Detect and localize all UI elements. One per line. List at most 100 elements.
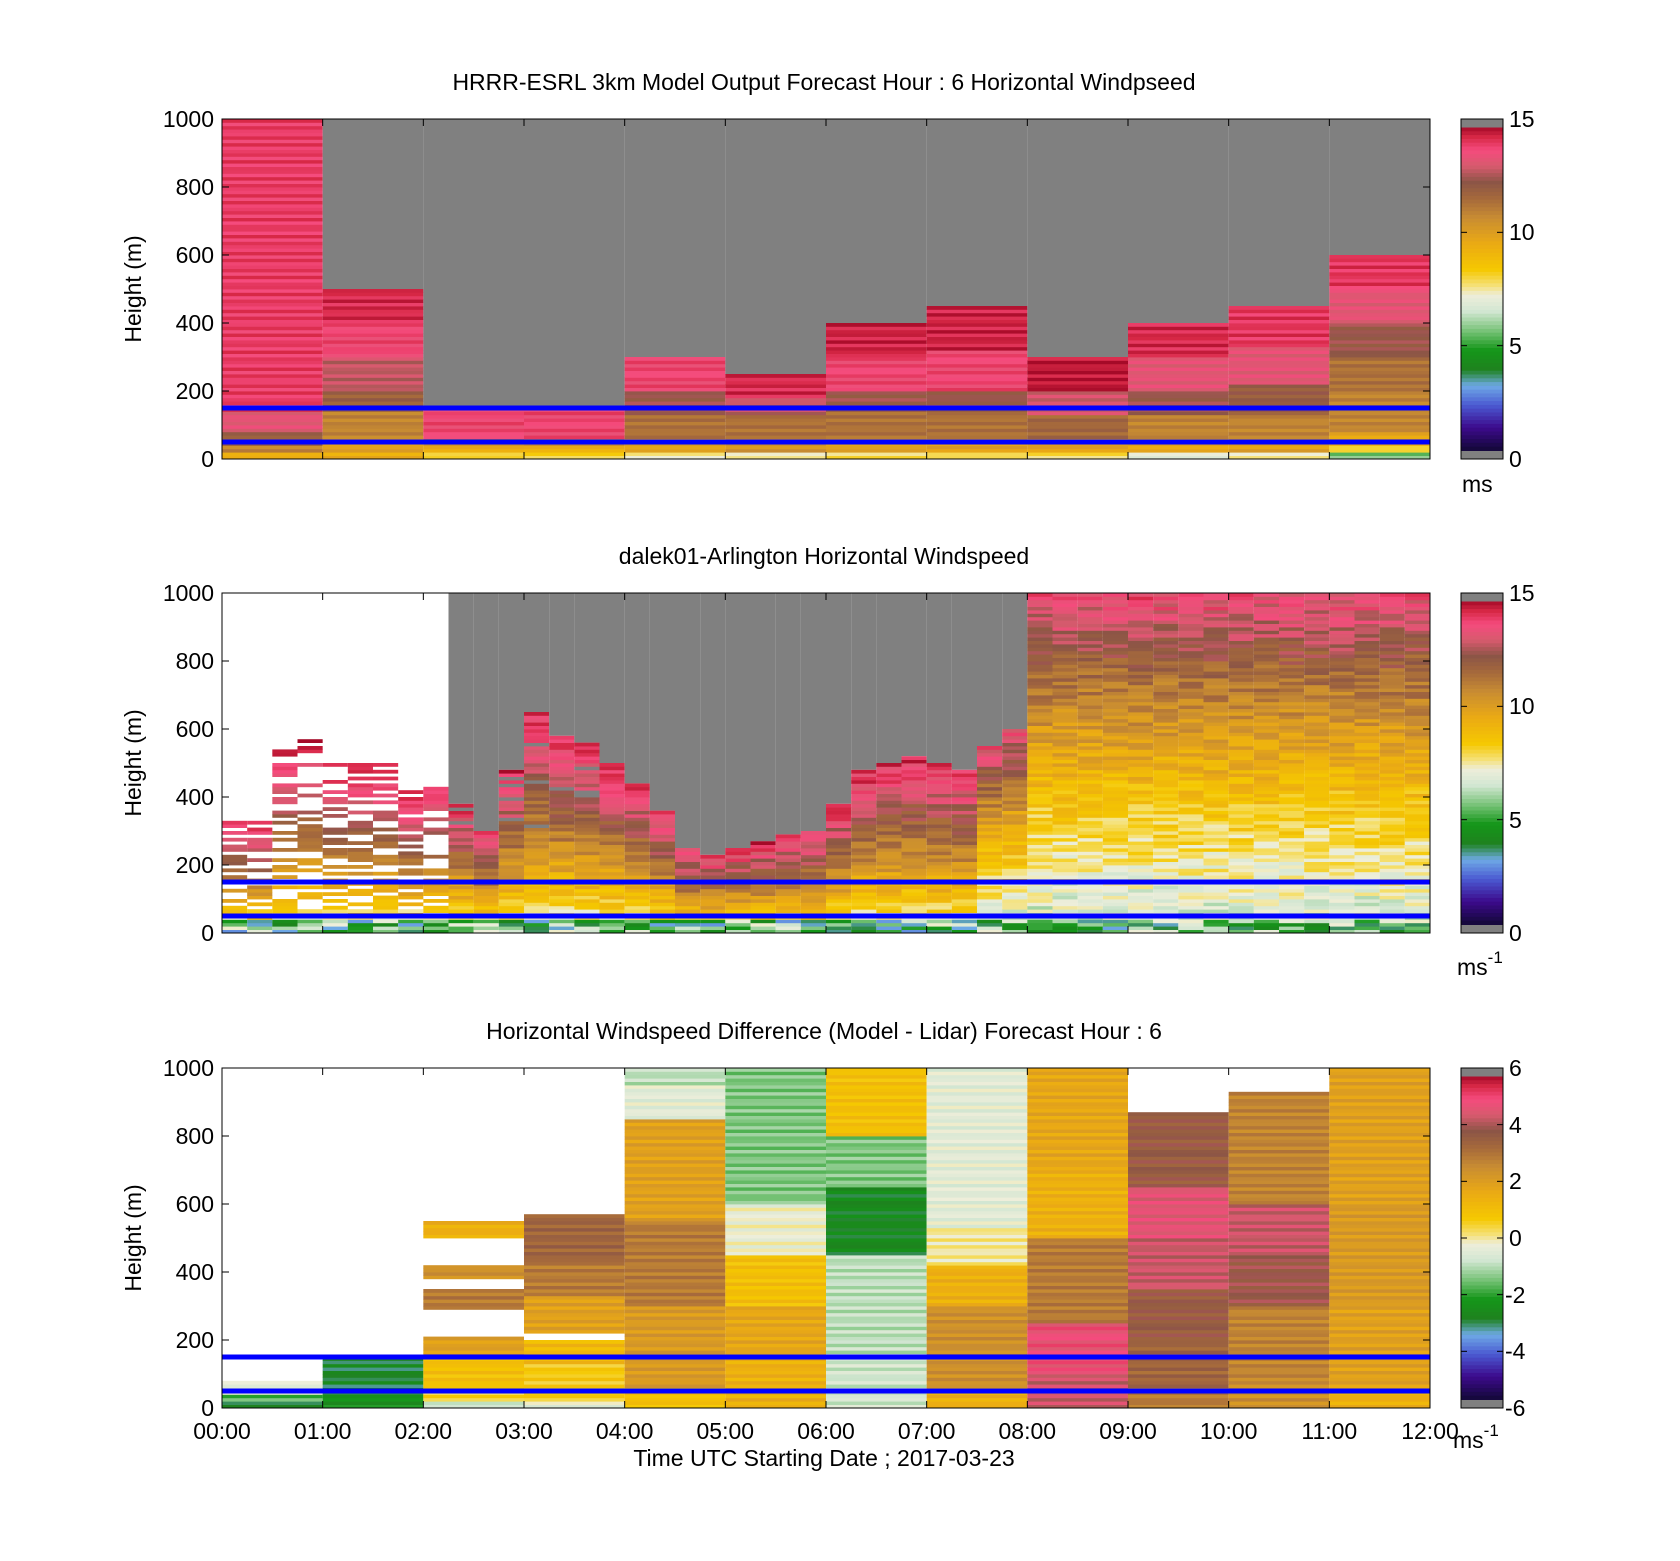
heatmap-cell — [1329, 414, 1430, 419]
heatmap-cell — [1027, 1156, 1128, 1161]
heatmap-cell — [1128, 712, 1154, 716]
heatmap-cell — [272, 902, 298, 907]
heatmap-cell — [574, 854, 600, 859]
heatmap-cell — [322, 848, 348, 852]
heatmap-cell — [297, 895, 323, 900]
heatmap-cell — [1052, 800, 1078, 805]
heatmap-cell — [574, 780, 600, 784]
colorbar-swatch — [1461, 863, 1503, 868]
heatmap-cell — [222, 302, 323, 307]
heatmap-cell — [473, 902, 499, 907]
colorbar-tick-label: 6 — [1509, 1055, 1522, 1081]
heatmap-cell — [1329, 776, 1355, 781]
heatmap-cell — [725, 428, 826, 433]
heatmap-cell — [1052, 749, 1078, 754]
heatmap-cell — [901, 899, 927, 903]
heatmap-cell — [1228, 644, 1254, 648]
heatmap-cell — [222, 435, 323, 439]
heatmap-cell — [851, 814, 877, 818]
heatmap-cell — [347, 854, 373, 859]
heatmap-cell — [1304, 701, 1330, 706]
heatmap-cell — [1304, 841, 1330, 845]
heatmap-cell — [1128, 1227, 1229, 1232]
colorbar-swatch — [1461, 1182, 1503, 1188]
heatmap-cell — [826, 1095, 927, 1099]
heatmap-cell — [1404, 868, 1430, 873]
heatmap-cell — [222, 231, 323, 235]
heatmap-cell — [926, 885, 952, 890]
heatmap-cell — [1128, 1261, 1229, 1266]
y-tick-label: 600 — [176, 1191, 214, 1217]
heatmap-cell — [1128, 1159, 1229, 1164]
heatmap-cell — [524, 729, 550, 733]
heatmap-cell — [448, 861, 474, 866]
heatmap-cell — [524, 1329, 625, 1334]
heatmap-cell — [1027, 684, 1053, 689]
heatmap-cell — [1052, 851, 1078, 856]
heatmap-cell — [1379, 807, 1405, 811]
colorbar-end — [1461, 924, 1503, 933]
heatmap-cell — [448, 827, 474, 832]
heatmap-cell — [1404, 820, 1430, 825]
heatmap-cell — [1203, 678, 1229, 682]
heatmap-cell — [574, 837, 600, 842]
heatmap-cell — [1178, 831, 1204, 835]
heatmap-cell — [1329, 1200, 1430, 1205]
heatmap-cell — [498, 875, 524, 879]
heatmap-cell — [1228, 309, 1330, 314]
heatmap-cell — [1279, 640, 1305, 645]
heatmap-cell — [473, 926, 499, 930]
heatmap-cell — [624, 1200, 726, 1205]
heatmap-cell — [926, 1125, 1028, 1130]
heatmap-cell — [524, 1268, 625, 1273]
heatmap-cell — [574, 759, 600, 764]
heatmap-cell — [876, 814, 902, 818]
colorbar-swatch — [1461, 818, 1503, 823]
heatmap-cell — [1178, 742, 1204, 747]
heatmap-cell — [1077, 807, 1103, 811]
heatmap-cell — [1128, 1343, 1229, 1348]
heatmap-cell — [1077, 824, 1103, 828]
heatmap-cell — [1279, 783, 1305, 788]
heatmap-cell — [851, 885, 877, 890]
heatmap-cell — [1178, 820, 1204, 825]
heatmap-cell — [549, 759, 575, 764]
heatmap-cell — [624, 1068, 726, 1072]
heatmap-cell — [826, 1346, 927, 1351]
colorbar: 0 5 10 15 ms — [1460, 106, 1535, 497]
heatmap-cell — [222, 452, 323, 456]
heatmap-cell — [725, 1217, 826, 1222]
heatmap-cell — [1027, 603, 1053, 607]
heatmap-cell — [1228, 1278, 1330, 1283]
heatmap-cell — [1404, 783, 1430, 788]
no-data-cell — [574, 790, 600, 794]
heatmap-cell — [1052, 616, 1078, 621]
heatmap-cell — [1329, 1336, 1430, 1341]
heatmap-cell — [1329, 722, 1355, 726]
heatmap-cell — [1102, 715, 1128, 720]
heatmap-cell — [1329, 909, 1355, 913]
heatmap-cell — [222, 431, 323, 436]
heatmap-cell — [926, 1316, 1028, 1320]
heatmap-cell — [1203, 644, 1229, 648]
heatmap-cell — [1128, 1244, 1229, 1249]
heatmap-cell — [1228, 729, 1254, 733]
heatmap-cell — [1228, 1176, 1330, 1181]
heatmap-cell — [247, 926, 273, 930]
heatmap-cell — [725, 1394, 826, 1399]
heatmap-cell — [951, 861, 977, 866]
heatmap-cell — [599, 786, 625, 791]
heatmap-cell — [222, 204, 323, 208]
colorbar-swatch — [1461, 385, 1503, 391]
heatmap-cell — [1102, 929, 1128, 934]
heatmap-cell — [498, 810, 524, 815]
heatmap-cell — [599, 793, 625, 798]
heatmap-cell — [725, 1299, 826, 1303]
heatmap-cell — [297, 861, 323, 866]
heatmap-cell — [1128, 1204, 1229, 1208]
heatmap-cell — [1329, 1282, 1430, 1286]
heatmap-cell — [423, 1292, 524, 1297]
heatmap-cell — [800, 865, 826, 869]
heatmap-cell — [322, 1367, 424, 1371]
heatmap-cell — [398, 926, 424, 930]
